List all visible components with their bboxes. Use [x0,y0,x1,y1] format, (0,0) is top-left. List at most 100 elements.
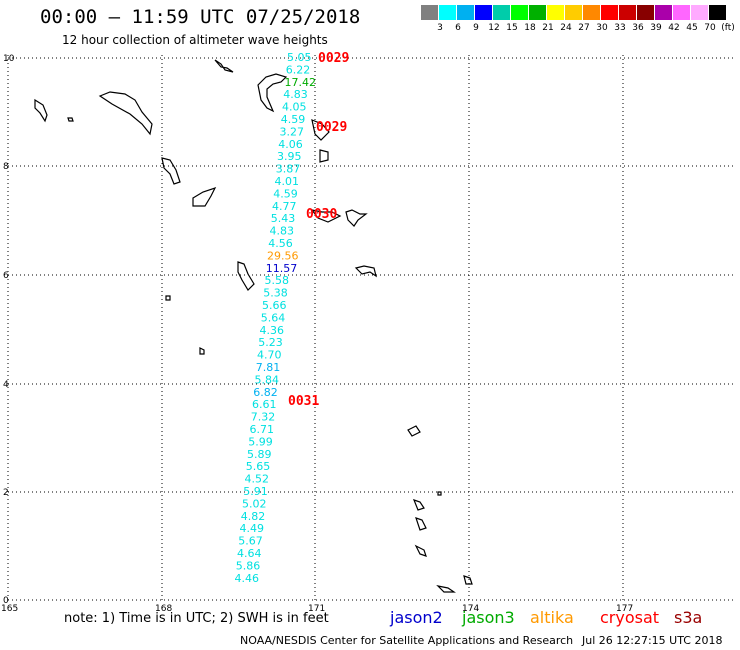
swh-value: 5.02 [242,497,267,510]
swh-value: 5.89 [247,448,272,461]
scale-label: 12 [488,23,500,33]
scale-label: 70 [704,23,716,33]
scale-label: 27 [578,23,590,33]
scale-swatch [475,5,492,20]
island-outline [34,98,48,123]
island-outline [311,119,330,141]
island-outline [98,91,153,136]
scale-label: 39 [650,23,662,33]
island-outline [199,347,205,355]
swh-value: 4.36 [260,324,285,337]
swh-value: 4.64 [237,547,262,560]
swh-value: 5.43 [271,212,296,225]
swh-value: 4.83 [283,88,308,101]
swh-value: 4.49 [240,522,265,535]
graticule [7,55,735,601]
swh-value: 29.56 [267,249,299,262]
lat-label: 0 [3,596,9,606]
scale-label: 15 [506,23,518,33]
scale-label: 6 [455,23,461,33]
lon-label: 174 [462,604,479,614]
scale-swatch [655,5,672,20]
lon-label: 168 [155,604,172,614]
scale-swatch [637,5,654,20]
scale-swatch [457,5,474,20]
swh-value: 5.91 [243,485,268,498]
swh-value: 5.65 [246,460,271,473]
swh-value: 4.46 [235,572,260,585]
swh-value: 6.22 [286,63,311,76]
swh-value: 5.38 [263,287,288,300]
island-outline [67,117,74,122]
island-outline [437,491,442,496]
island-outline [237,261,255,291]
island-outline [415,517,427,531]
swh-value: 4.59 [273,187,298,200]
island-outlines [34,59,473,593]
swh-value: 5.64 [261,311,286,324]
scale-label: 21 [542,23,554,33]
lat-label: 4 [3,380,9,390]
swh-value: 7.81 [256,361,281,374]
island-outline [310,209,342,223]
lat-label: 8 [3,162,9,172]
map-subtitle: 12 hour collection of altimeter wave hei… [62,33,328,47]
footer-note: note: 1) Time is in UTC; 2) SWH is in fe… [64,611,329,626]
island-outline [463,575,473,585]
scale-swatch [709,5,726,20]
lon-label: 165 [1,604,18,614]
satellite-altika: altika [530,608,574,627]
swh-value: 3.27 [280,125,305,138]
map-title: 00:00 — 11:59 UTC 07/25/2018 [40,6,361,28]
generated-timestamp: Jul 26 12:27:15 UTC 2018 [582,634,723,647]
lon-label: 177 [616,604,633,614]
scale-label: 9 [473,23,479,33]
swh-value: 11.57 [266,262,298,275]
scale-label: 24 [560,23,572,33]
swh-value: 3.95 [277,150,302,163]
swh-values: 5.056.2217.424.834.054.593.274.063.953.8… [235,51,317,585]
swh-value: 4.70 [257,349,282,362]
scale-label: 3 [437,23,443,33]
island-outline [319,149,329,163]
swh-value: 5.84 [255,373,280,386]
island-outline [407,425,421,437]
scale-swatch [619,5,636,20]
credit-line: NOAA/NESDIS Center for Satellite Applica… [240,634,574,647]
satellite-s3a: s3a [674,608,703,627]
scale-label: 30 [596,23,608,33]
island-outline [414,544,427,557]
scale-label: (ft) [721,23,735,33]
scale-swatch [583,5,600,20]
swh-value: 7.32 [251,411,276,424]
scale-label: 33 [614,23,626,33]
island-outline [165,295,171,301]
island-outline [436,585,456,593]
scale-swatch [601,5,618,20]
swh-value: 4.52 [245,473,270,486]
swh-value: 6.82 [253,386,278,399]
lat-label: 10 [3,54,15,64]
scale-swatch [691,5,708,20]
island-outline [192,186,217,207]
scale-swatch [565,5,582,20]
swh-value: 5.05 [287,51,312,64]
scale-label: 42 [668,23,680,33]
swh-value: 3.87 [276,163,301,176]
satellite-jason3: jason3 [462,608,515,627]
scale-swatch [493,5,510,20]
swh-value: 4.59 [281,113,306,126]
swh-value: 4.56 [268,237,293,250]
time-labels: 0029 0029 0030 0031 [288,51,349,409]
island-outline [161,157,181,185]
lat-label: 2 [3,488,9,498]
satellite-cryosat: cryosat [600,608,660,627]
swh-value: 4.06 [278,138,303,151]
swh-value: 6.61 [252,398,277,411]
lat-label: 6 [3,271,9,281]
scale-swatch [421,5,438,20]
scale-label: 18 [524,23,536,33]
island-outline [412,499,425,511]
